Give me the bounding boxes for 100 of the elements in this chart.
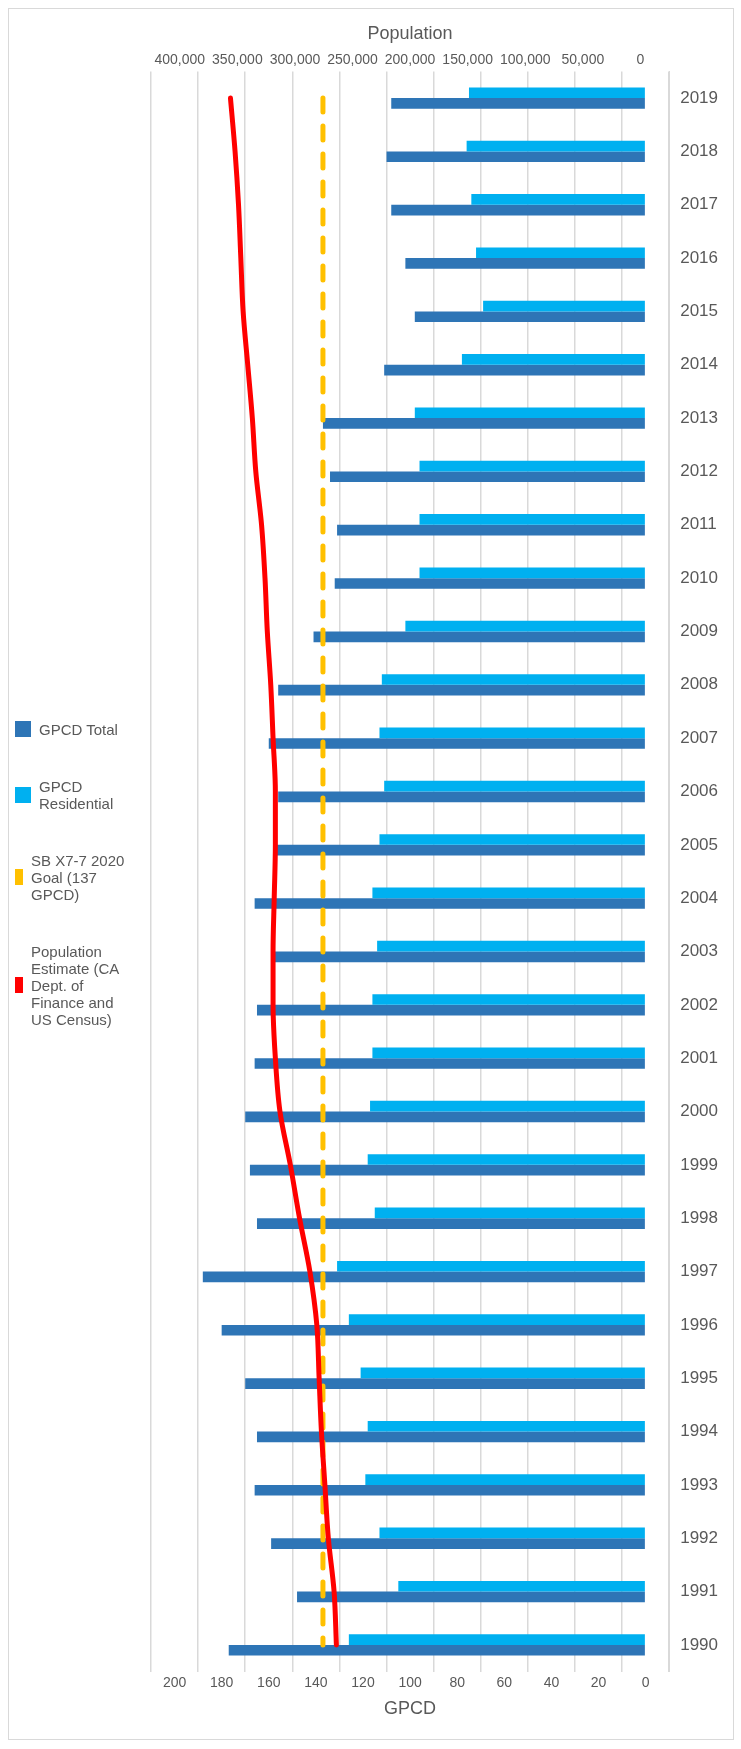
bar (221, 1324, 645, 1336)
y-tick-label: 2012 (680, 461, 719, 481)
bar (419, 567, 645, 579)
y-tick-label: 2008 (680, 674, 719, 694)
y-tick-label: 1996 (680, 1314, 719, 1334)
bar (337, 524, 645, 536)
x-tick-label: 100 (398, 1673, 422, 1690)
bar (381, 674, 645, 685)
bar (254, 1484, 645, 1496)
bar (466, 140, 645, 152)
y-tick-label: 2002 (680, 994, 719, 1014)
bar (330, 471, 645, 483)
bar (348, 1314, 645, 1325)
bar (278, 791, 645, 803)
x-tick-label: 160 (257, 1673, 281, 1690)
x-tick-label: 60 (496, 1673, 513, 1690)
bar (377, 940, 645, 952)
bar (391, 98, 645, 109)
bar (419, 460, 645, 472)
y-tick-label: 1993 (680, 1474, 719, 1494)
legend-label: GPCD Total (39, 720, 118, 738)
bar (476, 247, 645, 259)
x2-tick-label: 50,000 (561, 50, 605, 67)
legend-label: SB X7-7 2020 Goal (137 GPCD) (31, 851, 126, 903)
x2-tick-label: 300,000 (269, 50, 321, 67)
bar (405, 620, 645, 632)
bar (372, 994, 645, 1005)
bar (254, 898, 645, 909)
bar (384, 364, 645, 376)
y-tick-label: 2000 (680, 1101, 719, 1121)
x-axis-title: GPCD (384, 1698, 437, 1719)
y-tick-label: 1994 (680, 1421, 719, 1441)
bar (275, 844, 645, 856)
y-tick-label: 2013 (680, 407, 719, 427)
x2-axis-title: Population (367, 22, 453, 43)
bar (405, 258, 645, 269)
y-tick-label: 2006 (680, 781, 719, 801)
bar (367, 1154, 645, 1165)
bar (471, 194, 645, 205)
legend-label: Population Estimate (CA Dept. of Finance and US Census) (31, 942, 120, 1028)
x-tick-label: 200 (162, 1673, 187, 1690)
x-tick-label: 0 (641, 1673, 650, 1690)
bar (374, 1207, 645, 1219)
y-tick-label: 2017 (680, 194, 719, 214)
bar (483, 300, 645, 312)
y-tick-label: 2005 (680, 834, 719, 854)
bar (419, 514, 645, 525)
y-tick-label: 2019 (680, 87, 719, 107)
bar (398, 1580, 645, 1592)
y-tick-label: 1997 (680, 1261, 719, 1281)
bar (322, 418, 645, 429)
bar (202, 1271, 645, 1283)
y-tick-label: 1995 (680, 1367, 719, 1387)
bar (414, 407, 645, 419)
x-tick-label: 120 (351, 1673, 375, 1690)
bar (365, 1474, 645, 1485)
bar (379, 834, 645, 845)
y-tick-label: 2016 (680, 247, 719, 267)
bar (367, 1420, 645, 1432)
bar (386, 151, 645, 163)
bar (372, 1047, 645, 1059)
bar (391, 204, 645, 216)
y-tick-label: 1991 (680, 1581, 719, 1601)
bar (337, 1260, 645, 1272)
bar (461, 354, 645, 365)
x2-tick-label: 200,000 (384, 50, 436, 67)
bar (372, 887, 645, 899)
y-tick-label: 1998 (680, 1207, 719, 1227)
bar (245, 1111, 645, 1123)
y-tick-label: 2007 (680, 727, 719, 747)
bar (254, 1058, 645, 1069)
bar (348, 1634, 645, 1645)
bar (256, 1004, 645, 1016)
x-tick-label: 80 (449, 1673, 466, 1690)
x2-tick-label: 0 (636, 50, 645, 67)
bar (228, 1644, 645, 1656)
x2-tick-label: 100,000 (499, 50, 551, 67)
bar (256, 1431, 645, 1443)
bar (360, 1367, 645, 1379)
y-tick-label: 2010 (680, 567, 719, 587)
y-tick-label: 2003 (680, 941, 719, 961)
x2-tick-label: 250,000 (327, 50, 379, 67)
bar (313, 631, 645, 643)
bar (256, 1218, 645, 1229)
x-tick-label: 40 (543, 1673, 560, 1690)
y-tick-label: 1999 (680, 1154, 719, 1174)
x-tick-label: 20 (590, 1673, 607, 1690)
y-tick-label: 2001 (680, 1047, 719, 1067)
bar (334, 578, 645, 589)
bar (297, 1591, 645, 1603)
bar (278, 684, 645, 696)
bar (268, 738, 645, 749)
bar (468, 87, 645, 99)
y-tick-label: 1992 (680, 1527, 719, 1547)
x2-tick-label: 350,000 (212, 50, 263, 67)
y-tick-label: 2011 (680, 514, 717, 534)
bar (249, 1164, 645, 1176)
legend-label: GPCD Residential (39, 777, 115, 812)
bar (245, 1378, 645, 1389)
y-tick-label: 2004 (680, 887, 719, 907)
